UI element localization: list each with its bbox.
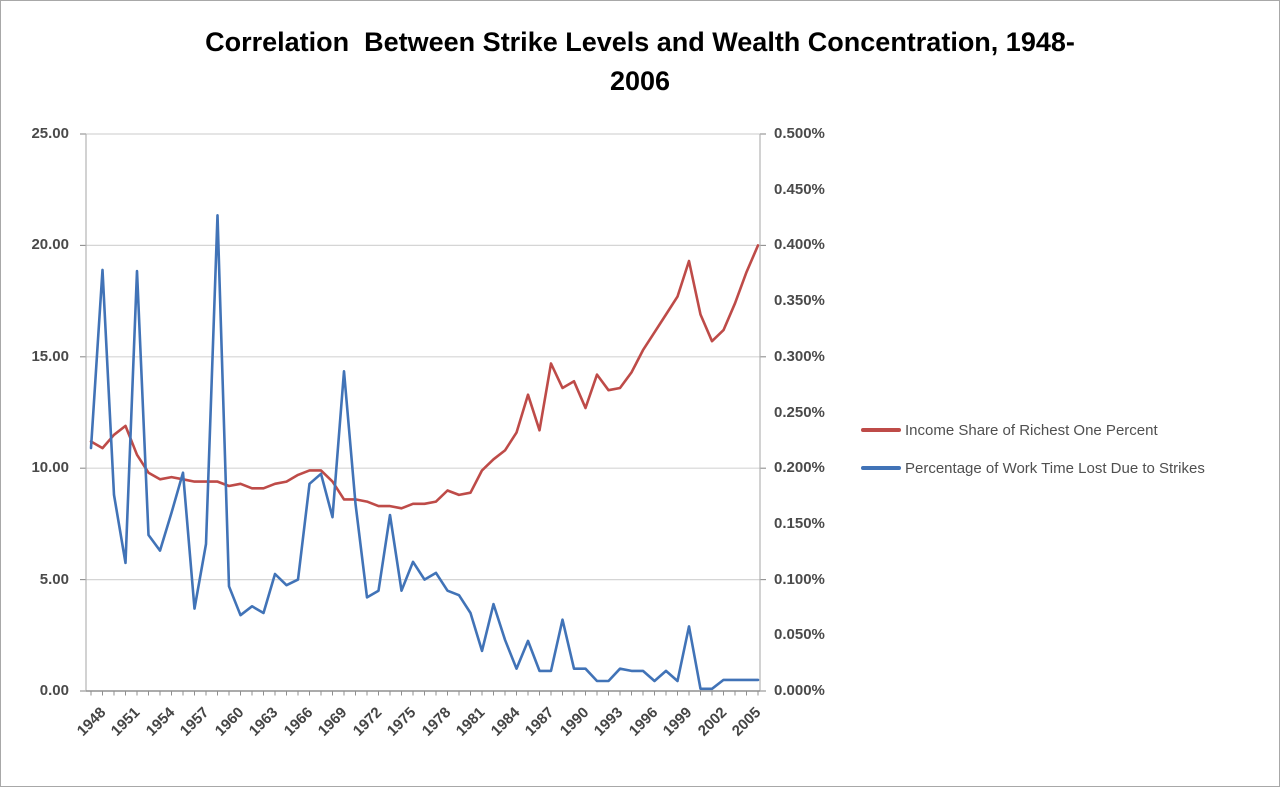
chart-title: Correlation Between Strike Levels and We…: [1, 23, 1279, 101]
legend: Income Share of Richest One Percent Perc…: [861, 420, 1205, 496]
legend-swatch-blue-line: [861, 466, 901, 470]
chart-title-line1: Correlation Between Strike Levels and We…: [205, 27, 1075, 57]
chart-title-line2: 2006: [609, 66, 671, 96]
legend-label-strike-time: Percentage of Work Time Lost Due to Stri…: [905, 459, 1205, 477]
legend-swatch-red-line: [861, 428, 901, 432]
series-line-strike-time: [89, 214, 760, 691]
series-line-income-share: [89, 244, 760, 510]
legend-item-strike-time: Percentage of Work Time Lost Due to Stri…: [861, 458, 1205, 478]
legend-label-income-share: Income Share of Richest One Percent: [905, 421, 1158, 439]
legend-item-income-share: Income Share of Richest One Percent: [861, 420, 1205, 440]
